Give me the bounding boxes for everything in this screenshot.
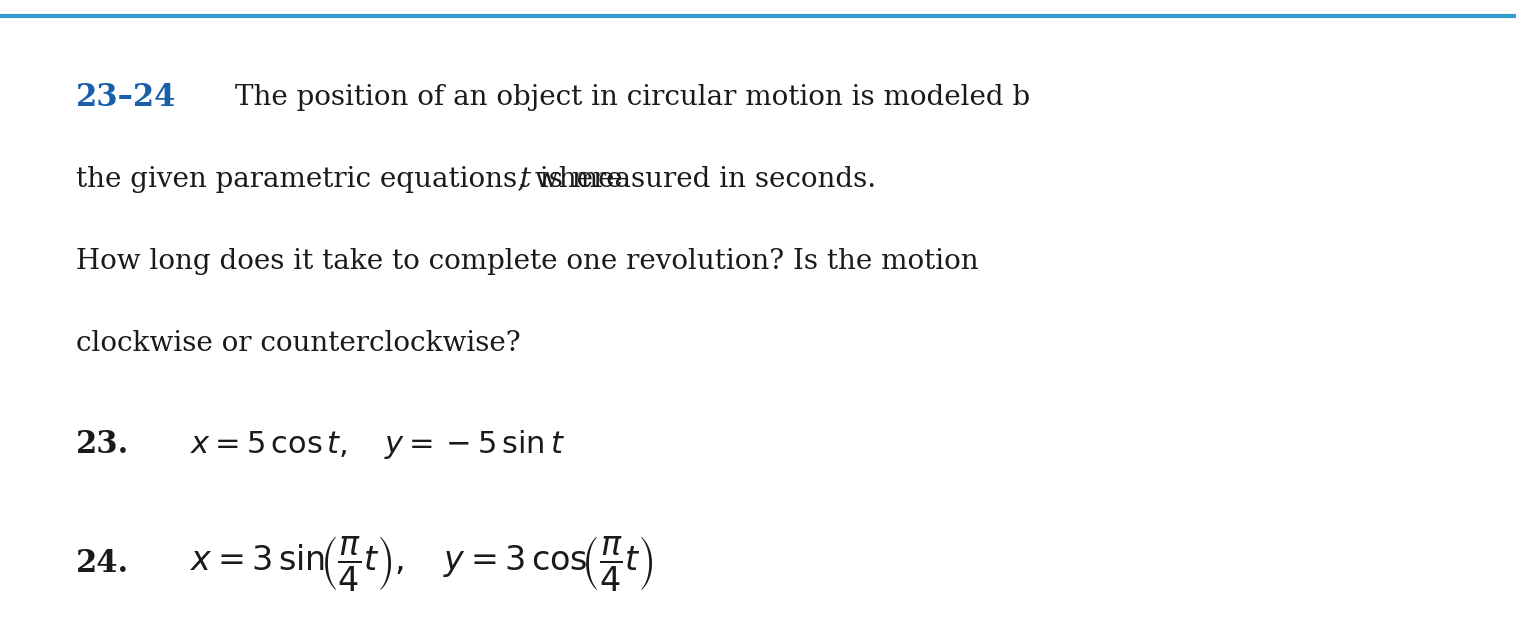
Text: $x = 5\,\mathrm{cos}\,t,\quad y = -5\,\mathrm{sin}\,t$: $x = 5\,\mathrm{cos}\,t,\quad y = -5\,\m… — [190, 428, 564, 461]
Text: the given parametric equations, where: the given parametric equations, where — [76, 166, 631, 193]
Text: The position of an object in circular motion is modeled b: The position of an object in circular mo… — [235, 84, 1029, 111]
Text: t: t — [520, 166, 531, 193]
Text: clockwise or counterclockwise?: clockwise or counterclockwise? — [76, 330, 520, 357]
Text: How long does it take to complete one revolution? Is the motion: How long does it take to complete one re… — [76, 248, 978, 275]
Text: is measured in seconds.: is measured in seconds. — [531, 166, 876, 193]
Text: 24.: 24. — [76, 548, 129, 580]
Text: 23.: 23. — [76, 428, 129, 460]
Text: $x = 3\,\mathrm{sin}\!\left(\dfrac{\pi}{4}t\right),\quad y = 3\,\mathrm{cos}\!\l: $x = 3\,\mathrm{sin}\!\left(\dfrac{\pi}{… — [190, 534, 653, 593]
Text: 23–24: 23–24 — [76, 82, 176, 113]
